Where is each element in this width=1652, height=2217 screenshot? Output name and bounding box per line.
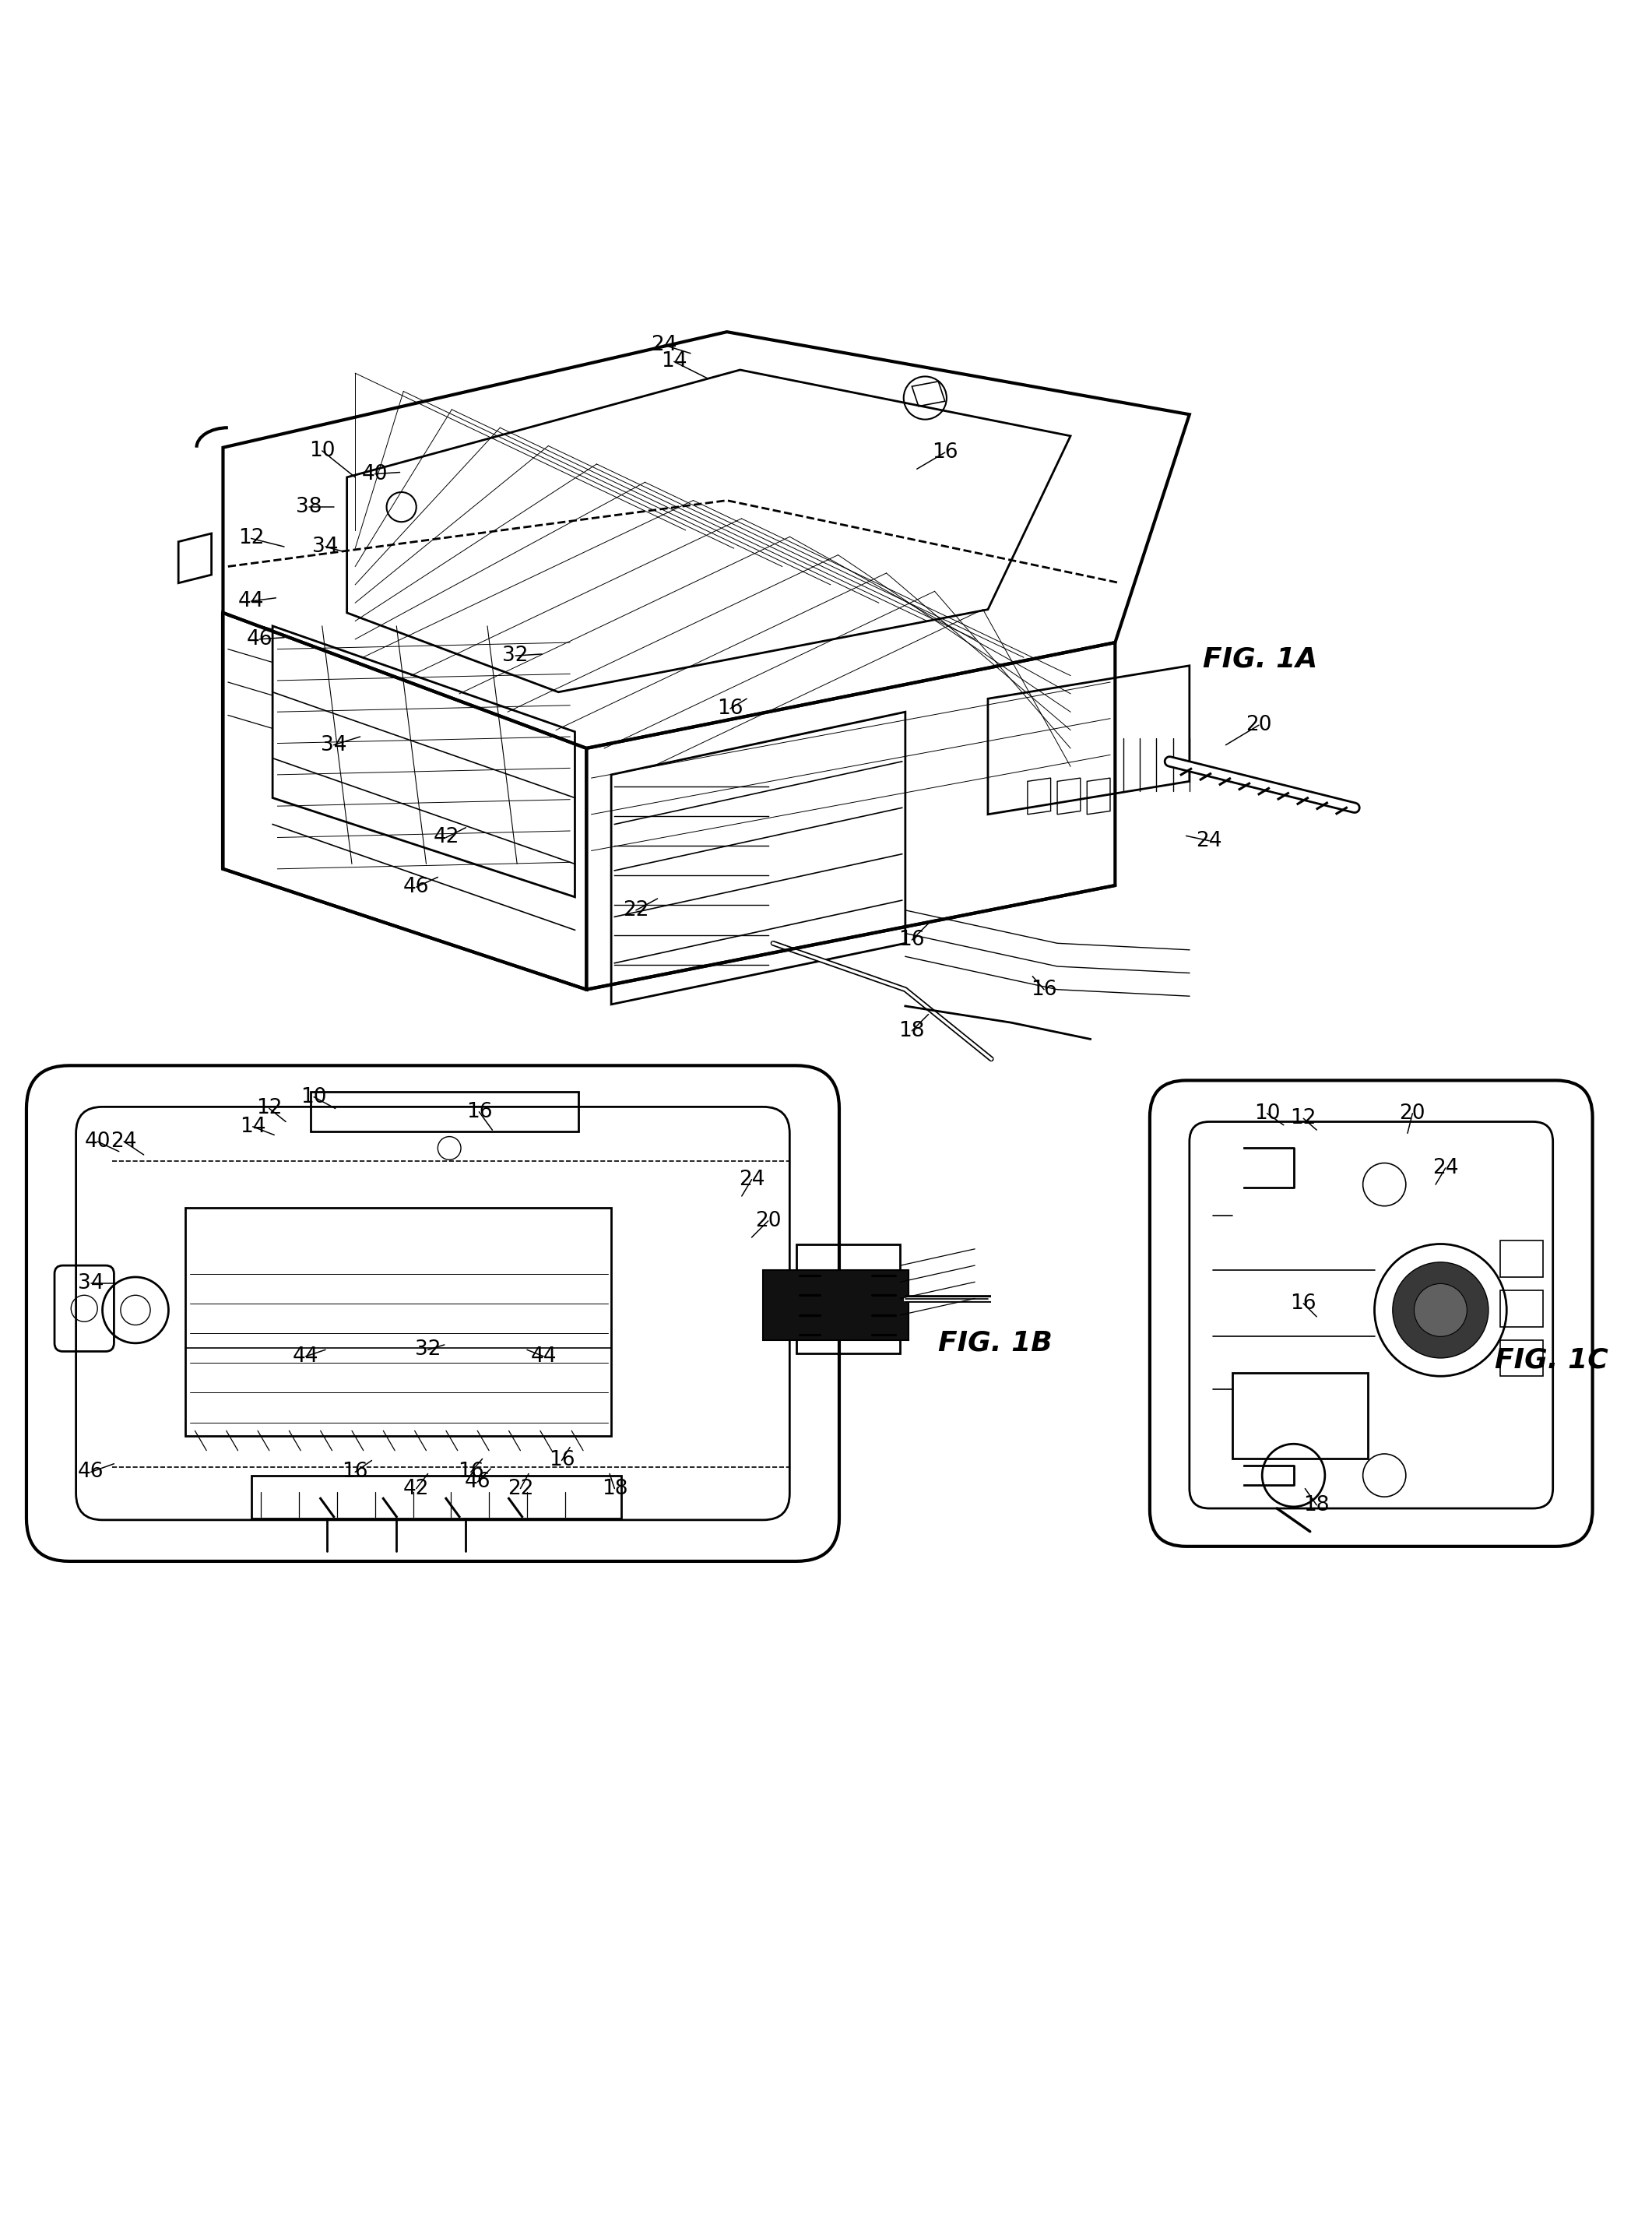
Bar: [1232, 1372, 1368, 1459]
Text: FIG. 1C: FIG. 1C: [1495, 1346, 1609, 1372]
Text: 34: 34: [312, 537, 339, 556]
Text: 12: 12: [238, 528, 264, 548]
Text: 24: 24: [651, 335, 677, 355]
Text: 14: 14: [661, 353, 687, 372]
Text: 44: 44: [530, 1346, 557, 1366]
Text: 16: 16: [1290, 1293, 1317, 1315]
Circle shape: [1414, 1284, 1467, 1337]
Bar: [1500, 1290, 1543, 1326]
Text: 16: 16: [458, 1461, 484, 1483]
Text: 24: 24: [738, 1168, 765, 1191]
Text: 12: 12: [256, 1097, 282, 1120]
Bar: [311, 1093, 578, 1131]
Text: 16: 16: [932, 443, 958, 463]
Text: 24: 24: [1196, 831, 1222, 851]
Text: 12: 12: [1290, 1108, 1317, 1128]
Text: 46: 46: [464, 1472, 491, 1492]
Text: FIG. 1B: FIG. 1B: [938, 1330, 1052, 1357]
Bar: [1500, 1339, 1543, 1377]
Text: 20: 20: [1399, 1104, 1426, 1124]
Text: 34: 34: [78, 1273, 104, 1295]
Text: 42: 42: [403, 1479, 430, 1499]
Text: 34: 34: [320, 734, 347, 756]
Text: 46: 46: [246, 630, 273, 650]
Text: 14: 14: [240, 1117, 266, 1137]
Text: 16: 16: [717, 698, 743, 718]
Text: 20: 20: [1246, 716, 1272, 736]
Text: 46: 46: [403, 878, 430, 898]
Text: 18: 18: [899, 1020, 925, 1042]
Text: 38: 38: [296, 497, 322, 517]
Text: 10: 10: [301, 1086, 327, 1106]
Text: 16: 16: [899, 929, 925, 951]
Circle shape: [1393, 1261, 1488, 1359]
Text: 16: 16: [466, 1102, 492, 1122]
Text: 46: 46: [78, 1461, 104, 1483]
Bar: [1500, 1242, 1543, 1277]
Bar: [251, 1474, 621, 1519]
Text: 16: 16: [342, 1461, 368, 1483]
Text: FIG. 1A: FIG. 1A: [1203, 645, 1317, 672]
Text: 32: 32: [502, 645, 529, 665]
Text: 40: 40: [362, 463, 388, 483]
Text: 22: 22: [507, 1479, 534, 1499]
Text: 18: 18: [1303, 1494, 1330, 1514]
Bar: [185, 1208, 611, 1437]
Text: 44: 44: [238, 592, 264, 612]
Text: 40: 40: [84, 1131, 111, 1151]
Text: 18: 18: [601, 1479, 628, 1499]
Text: 20: 20: [755, 1210, 781, 1230]
Text: 24: 24: [111, 1131, 137, 1151]
Text: 32: 32: [415, 1339, 441, 1359]
Text: 10: 10: [309, 441, 335, 461]
Text: 42: 42: [433, 827, 459, 847]
Text: 22: 22: [623, 900, 649, 920]
Text: 16: 16: [1031, 980, 1057, 1000]
Text: 44: 44: [292, 1346, 319, 1366]
Text: 16: 16: [548, 1450, 575, 1470]
Text: 10: 10: [1254, 1104, 1280, 1124]
Text: 24: 24: [1432, 1157, 1459, 1177]
Bar: [763, 1270, 909, 1339]
